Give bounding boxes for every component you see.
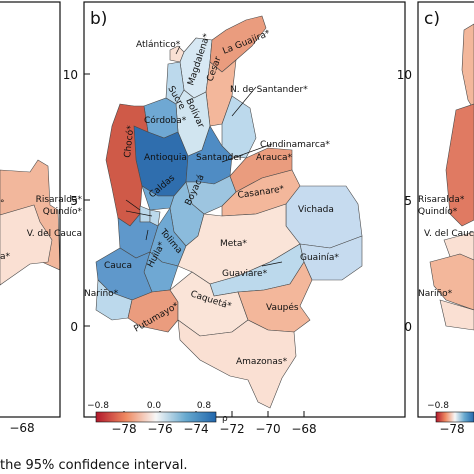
panel-b-y-axis: 10 5 0 [63, 68, 90, 334]
panel-a-map [0, 159, 60, 286]
dept-choco [105, 103, 149, 227]
panel-b-frame [83, 1, 406, 418]
colorbar: −0.8 0.0 0.8 ρ [87, 401, 228, 424]
panel-b-x-axis: −78 −76 −74 −72 −70 −68 [111, 411, 317, 436]
dept-label: Risaralda* [36, 195, 83, 205]
panel-c-dept-label: Quindío* [418, 207, 458, 217]
dept-label: Guaviare* [222, 269, 268, 279]
panel-c-x-tick: −78 [439, 422, 464, 436]
dept-label: Arauca* [256, 153, 293, 163]
dept-label: Antioquia [144, 153, 187, 163]
dept-label: Amazonas* [236, 357, 288, 367]
dept-label: Quindío* [43, 207, 83, 217]
panel-c-y-tick: 0 [404, 320, 412, 334]
dept-amazonas [177, 319, 297, 409]
y-tick-label: 0 [70, 320, 78, 334]
panel-b-map [95, 15, 363, 409]
dept-label: Chocó* [122, 124, 136, 158]
panel-c: c) 10 5 0 Risaralda* Quindío* V. del Cau… [397, 1, 474, 436]
panel-c-colorbar-tick: −0.8 [427, 401, 449, 411]
panel-c-map [429, 23, 474, 331]
dept-label: Córdoba* [144, 115, 187, 126]
dept-label: Guainía* [300, 253, 339, 263]
dept-label: Cundinamarca* [260, 140, 330, 150]
leader-lines [125, 45, 283, 267]
panel-a-frame [0, 1, 61, 418]
x-tick-label: −72 [219, 422, 244, 436]
dept-label: V. del Cauca [27, 229, 82, 239]
dept-label: Santander [196, 153, 243, 163]
x-tick-label: −68 [291, 422, 316, 436]
dept-label: N. de Santander* [230, 85, 308, 95]
dept-label: Vaupés [266, 302, 299, 313]
x-tick-label: −76 [147, 422, 172, 436]
dept-label: Atlántico* [136, 40, 181, 50]
colorbar-tick-label: −0.8 [87, 401, 109, 411]
dept-label: Cauca [104, 261, 132, 271]
colorbar-tick-label: 0.0 [147, 401, 162, 411]
x-tick-label: −74 [183, 422, 208, 436]
panel-b-letter: b) [90, 9, 107, 29]
panel-c-y-tick: 5 [404, 194, 412, 208]
y-tick-label: 10 [63, 68, 78, 82]
dept-label: Meta* [220, 239, 247, 249]
panel-c-letter: c) [424, 9, 440, 29]
x-tick-label: −70 [255, 422, 280, 436]
panel-c-colorbar [435, 411, 474, 423]
dept-vichada [285, 185, 363, 249]
colorbar-symbol: ρ [222, 414, 228, 424]
y-tick-label: 5 [70, 194, 78, 208]
panel-c-dept-label: Nariño* [418, 289, 453, 299]
panel-c-dept-label: V. del Cauca [424, 229, 474, 239]
dept-label: Nariño* [84, 289, 119, 299]
dept-label: Vichada [298, 205, 334, 215]
colorbar-tick-label: 0.8 [197, 401, 212, 411]
colorbar-gradient [95, 411, 217, 423]
figure-caption: the 95% confidence interval. [0, 458, 188, 473]
panel-b: 10 5 0 −78 −76 −74 −72 −70 −68 b) [27, 1, 406, 436]
panel-c-dept-label: Risaralda* [418, 195, 465, 205]
panel-a-label-fragment: ° [0, 199, 5, 209]
panel-a-label-fragment: a* [0, 252, 11, 262]
panel-c-y-tick: 10 [397, 68, 412, 82]
panel-a: ° a* −68 [0, 1, 61, 435]
x-tick-label: −78 [111, 422, 136, 436]
panel-a-x-tick: −68 [9, 421, 34, 435]
